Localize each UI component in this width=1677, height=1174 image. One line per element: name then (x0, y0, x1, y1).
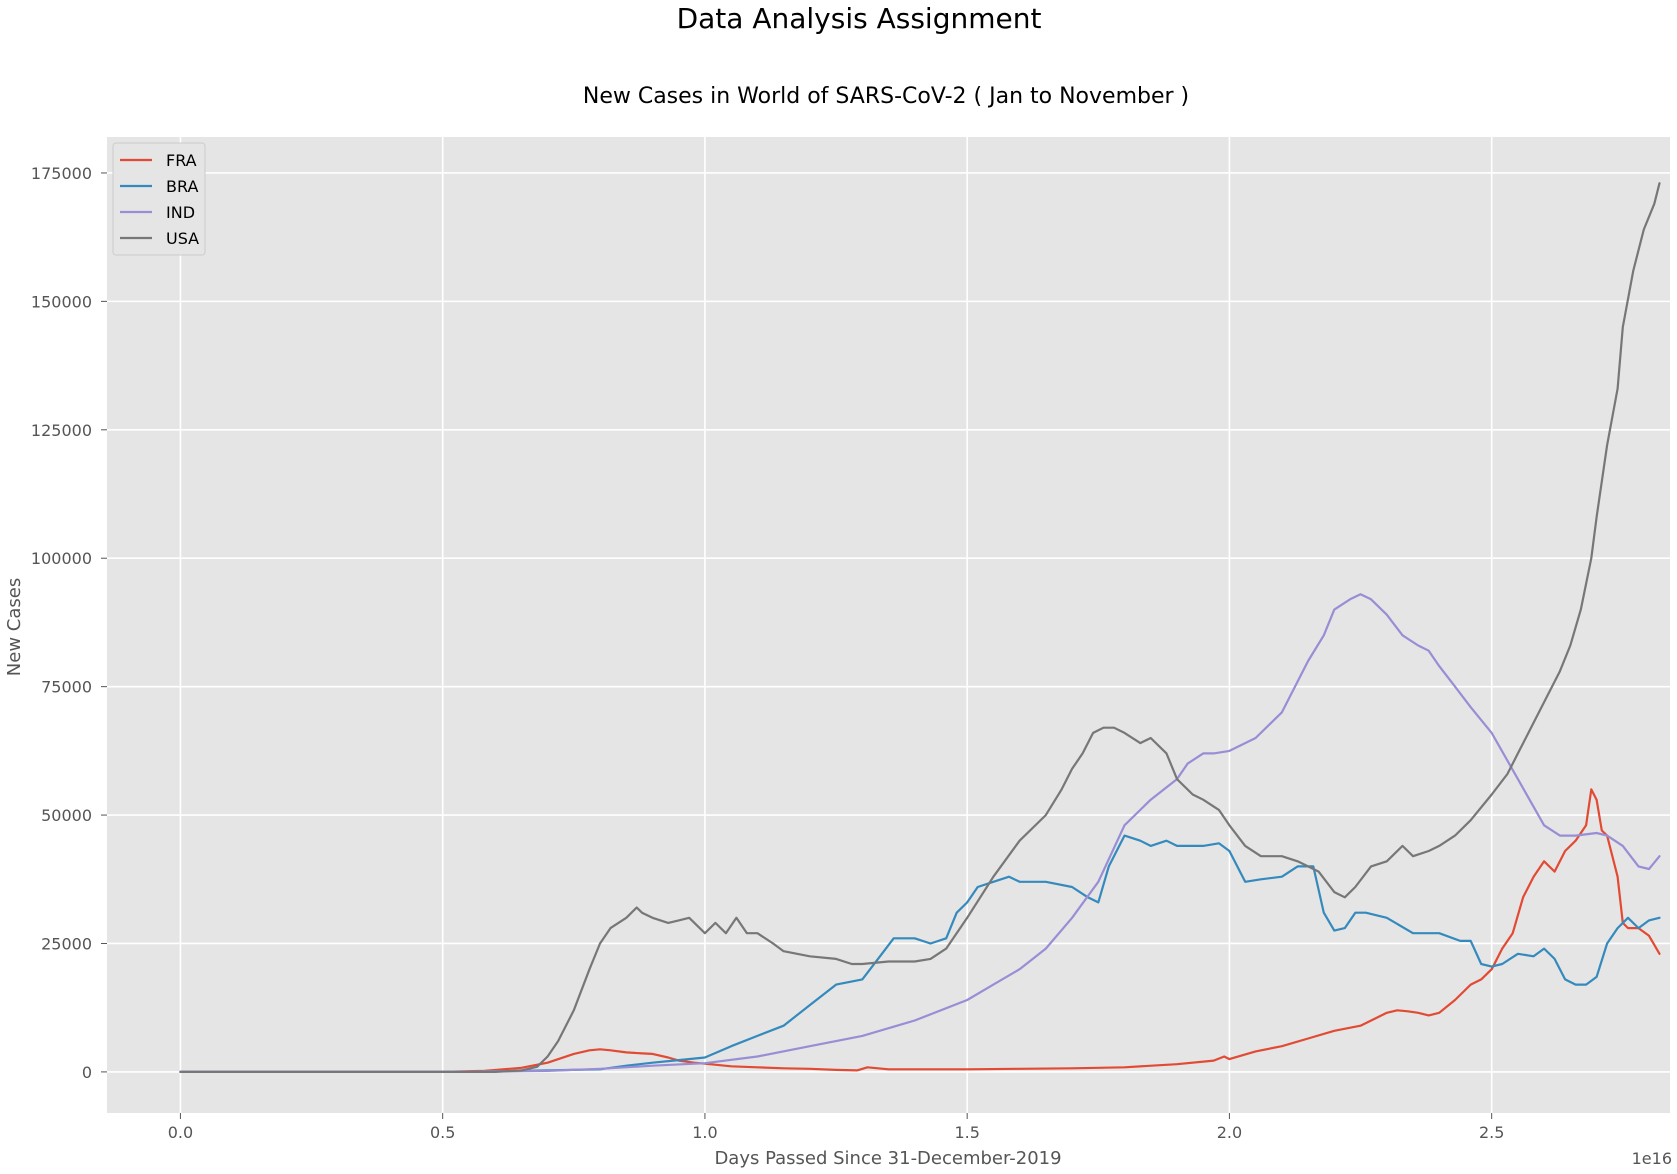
y-tick-label: 0 (82, 1063, 92, 1082)
x-axis-label: Days Passed Since 31-December-2019 (714, 1148, 1061, 1169)
plot-area (107, 137, 1670, 1113)
legend-label-usa: USA (166, 229, 199, 248)
x-tick-label: 2.5 (1479, 1123, 1504, 1142)
figure-suptitle: Data Analysis Assignment (677, 2, 1042, 35)
x-tick-label: 2.0 (1217, 1123, 1242, 1142)
y-tick-label: 175000 (31, 164, 92, 183)
y-tick-label: 125000 (31, 421, 92, 440)
series-lines (179, 182, 1661, 1074)
legend-label-bra: BRA (166, 177, 198, 196)
y-axis-label: New Cases (4, 578, 25, 676)
series-line-fra (179, 788, 1661, 1074)
y-tick-label: 100000 (31, 549, 92, 568)
legend-box (112, 142, 206, 256)
legend: FRA BRA IND USA (112, 142, 206, 256)
y-tick-label: 75000 (41, 678, 92, 697)
legend-label-ind: IND (166, 203, 195, 222)
series-line-bra (179, 834, 1661, 1074)
y-tick-label: 50000 (41, 806, 92, 825)
x-axis-ticks: 0.0 0.5 1.0 1.5 2.0 2.5 (168, 1113, 1504, 1142)
legend-label-fra: FRA (166, 151, 197, 170)
grid (107, 137, 1670, 1113)
y-axis-ticks: 0 25000 50000 75000 100000 125000 150000 175000 (31, 164, 107, 1082)
chart-title: New Cases in World of SARS-CoV-2 ( Jan t… (583, 84, 1189, 109)
x-tick-label: 0.5 (430, 1123, 455, 1142)
y-tick-label: 25000 (41, 934, 92, 953)
series-line-usa (179, 182, 1661, 1074)
x-axis-offset-label: 1e16 (1632, 1149, 1672, 1168)
x-tick-label: 1.0 (692, 1123, 717, 1142)
series-line-ind (179, 593, 1661, 1074)
x-tick-label: 0.0 (168, 1123, 193, 1142)
y-tick-label: 150000 (31, 292, 92, 311)
x-tick-label: 1.5 (954, 1123, 979, 1142)
